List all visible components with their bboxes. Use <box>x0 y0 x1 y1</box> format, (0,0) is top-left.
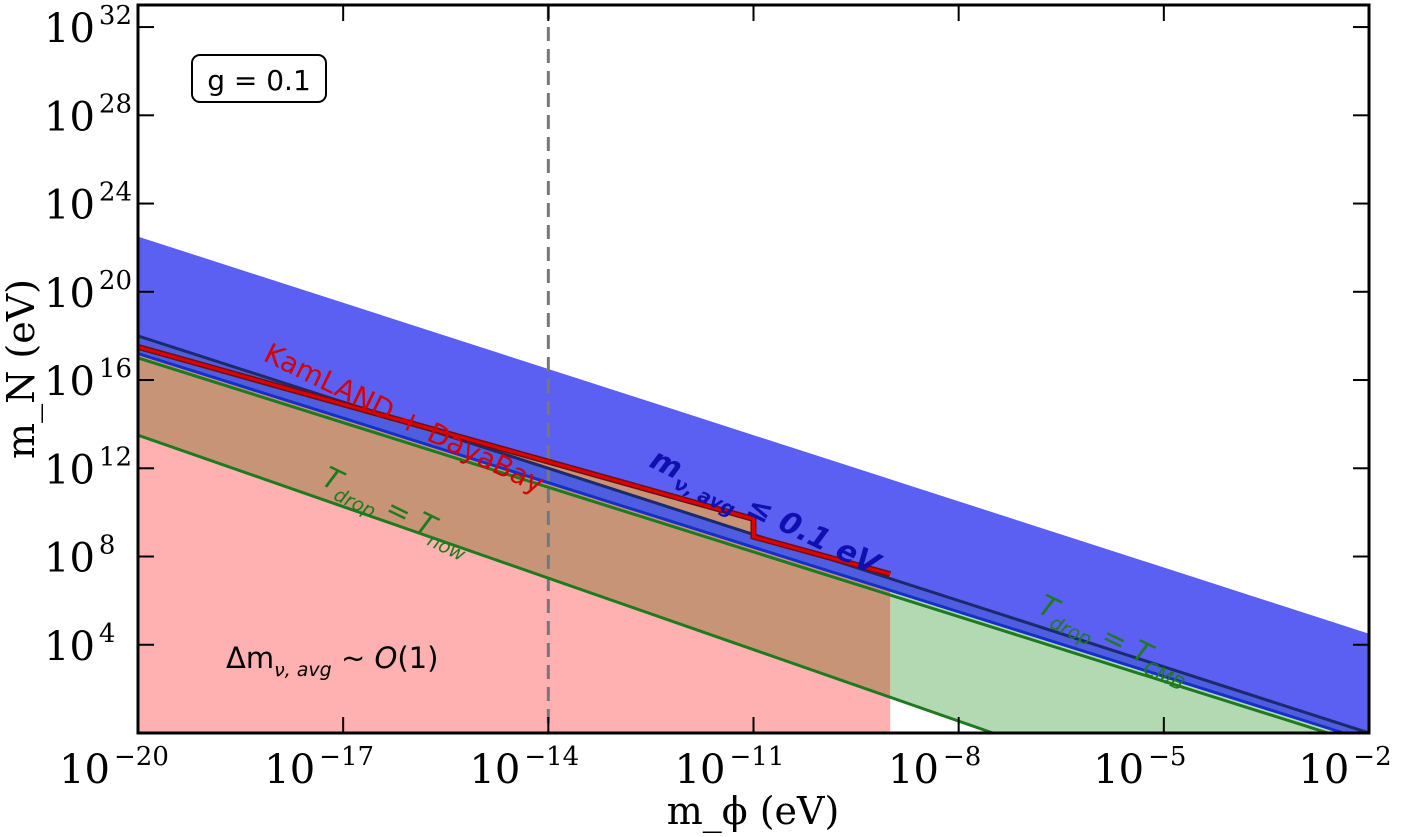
x-tick-label-1: 10 −17 <box>264 742 374 793</box>
y-tick-label-0: 10 4 <box>44 619 115 670</box>
y-tick-label-1: 10 8 <box>44 531 115 582</box>
y-tick-label-5: 10 24 <box>44 178 132 229</box>
y-axis-label: m_N (eV) <box>0 279 44 459</box>
legend-box: g = 0.1 <box>191 54 327 103</box>
ticks <box>137 5 1370 733</box>
y-tick-label-4: 10 20 <box>44 266 132 317</box>
tnow-line <box>138 433 994 733</box>
y-tick-label-6: 10 28 <box>44 89 132 140</box>
x-tick-label-4: 10 −8 <box>888 742 981 793</box>
kamland-line-inner <box>138 345 891 576</box>
annotation-region: Δmν, avg ~ O(1) <box>226 641 438 681</box>
y-tick-label-3: 10 16 <box>44 354 132 405</box>
tick-labels: 10 −20 10 −17 10 −14 10 −11 10 −8 10 −5 10 −2 10 4 10 8 10… <box>44 1 1392 793</box>
legend-box-text: g = 0.1 <box>207 64 311 97</box>
y-tick-label-7: 10 32 <box>44 1 132 52</box>
x-tick-label-2: 10 −14 <box>469 742 579 793</box>
blue-lower-line <box>138 352 1345 733</box>
x-tick-label-3: 10 −11 <box>675 742 785 793</box>
x-tick-label-6: 10 −2 <box>1298 742 1391 793</box>
x-tick-label-5: 10 −5 <box>1093 742 1186 793</box>
tcmb-line <box>138 356 1329 733</box>
y-tick-label-2: 10 12 <box>44 442 132 493</box>
blue-glow-band <box>138 236 1369 733</box>
x-tick-label-0: 10 −20 <box>59 742 169 793</box>
brown-region <box>138 346 891 698</box>
x-axis-label: m_ϕ (eV) <box>667 789 840 834</box>
